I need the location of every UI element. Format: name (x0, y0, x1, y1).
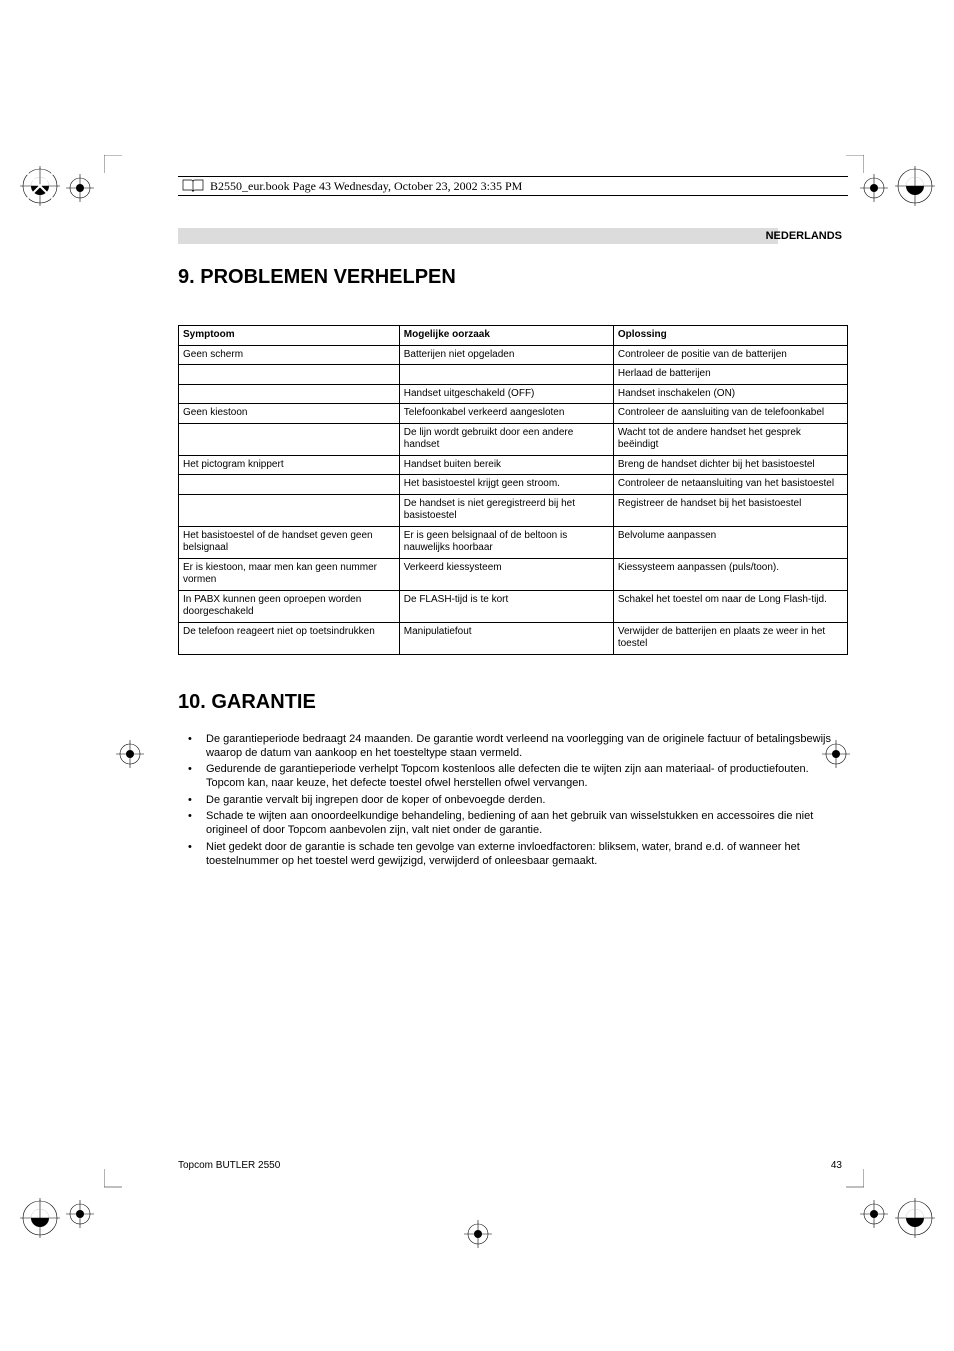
table-cell: Verkeerd kiessysteem (399, 558, 613, 590)
table-cell: In PABX kunnen geen oproepen worden door… (179, 590, 400, 622)
table-cell: Wacht tot de andere handset het gesprek … (613, 423, 847, 455)
table-cell: De FLASH-tijd is te kort (399, 590, 613, 622)
table-cell (399, 365, 613, 385)
table-cell (179, 384, 400, 404)
table-cell: Controleer de positie van de batterijen (613, 345, 847, 365)
table-cell: Controleer de aansluiting van de telefoo… (613, 404, 847, 424)
table-cell: Handset uitgeschakeld (OFF) (399, 384, 613, 404)
table-row: Het basistoestel of de handset geven gee… (179, 526, 848, 558)
table-cell: Schakel het toestel om naar de Long Flas… (613, 590, 847, 622)
table-row: De lijn wordt gebruikt door een andere h… (179, 423, 848, 455)
register-mark-icon (66, 174, 94, 202)
table-row: De telefoon reageert niet op toetsindruk… (179, 622, 848, 654)
table-cell: Het pictogram knippert (179, 455, 400, 475)
list-item: Niet gedekt door de garantie is schade t… (206, 840, 848, 869)
table-cell: Registreer de handset bij het basistoest… (613, 494, 847, 526)
table-row: Er is kiestoon, maar men kan geen nummer… (179, 558, 848, 590)
language-band (178, 228, 778, 244)
warranty-list: De garantieperiode bedraagt 24 maanden. … (178, 732, 848, 869)
list-item: Gedurende de garantieperiode verhelpt To… (206, 762, 848, 791)
crop-mark-icon (895, 1198, 935, 1238)
crop-mark-icon (895, 166, 935, 206)
table-cell (179, 423, 400, 455)
table-row: In PABX kunnen geen oproepen worden door… (179, 590, 848, 622)
table-cell (179, 365, 400, 385)
table-row: Het basistoestel krijgt geen stroom.Cont… (179, 475, 848, 495)
language-label: NEDERLANDS (766, 228, 842, 244)
troubleshoot-table: Symptoom Mogelijke oorzaak Oplossing Gee… (178, 325, 848, 655)
table-cell: Breng de handset dichter bij het basisto… (613, 455, 847, 475)
table-cell: De telefoon reageert niet op toetsindruk… (179, 622, 400, 654)
list-item: Schade te wijten aan onoordeelkundige be… (206, 809, 848, 838)
list-item: De garantieperiode bedraagt 24 maanden. … (206, 732, 848, 761)
table-cell: Telefoonkabel verkeerd aangesloten (399, 404, 613, 424)
table-cell: Batterijen niet opgeladen (399, 345, 613, 365)
table-cell: Er is kiestoon, maar men kan geen nummer… (179, 558, 400, 590)
table-row: Herlaad de batterijen (179, 365, 848, 385)
print-header: B2550_eur.book Page 43 Wednesday, Octobe… (178, 176, 848, 196)
table-cell: Het basistoestel krijgt geen stroom. (399, 475, 613, 495)
register-mark-icon (66, 1200, 94, 1228)
print-header-text: B2550_eur.book Page 43 Wednesday, Octobe… (210, 179, 522, 194)
register-mark-icon (860, 174, 888, 202)
table-row: Het pictogram knippertHandset buiten ber… (179, 455, 848, 475)
table-cell: Er is geen belsignaal of de beltoon is n… (399, 526, 613, 558)
register-mark-icon (464, 1220, 492, 1248)
table-cell: Belvolume aanpassen (613, 526, 847, 558)
table-cell: Manipulatiefout (399, 622, 613, 654)
table-cell: Kiessysteem aanpassen (puls/toon). (613, 558, 847, 590)
table-row: Handset uitgeschakeld (OFF)Handset insch… (179, 384, 848, 404)
table-row: De handset is niet geregistreerd bij het… (179, 494, 848, 526)
section-troubleshoot-title: 9. PROBLEMEN VERHELPEN (178, 266, 848, 289)
list-item: De garantie vervalt bij ingrepen door de… (206, 793, 848, 807)
table-cell: De handset is niet geregistreerd bij het… (399, 494, 613, 526)
table-cell (179, 475, 400, 495)
table-cell: De lijn wordt gebruikt door een andere h… (399, 423, 613, 455)
th-symptoom: Symptoom (179, 326, 400, 346)
table-cell: Geen kiestoon (179, 404, 400, 424)
table-cell: Verwijder de batterijen en plaats ze wee… (613, 622, 847, 654)
table-cell: Het basistoestel of de handset geven gee… (179, 526, 400, 558)
crop-mark-icon (20, 1198, 60, 1238)
table-cell: Handset buiten bereik (399, 455, 613, 475)
table-cell: Herlaad de batterijen (613, 365, 847, 385)
table-cell: Geen scherm (179, 345, 400, 365)
table-cell (179, 494, 400, 526)
th-oorzaak: Mogelijke oorzaak (399, 326, 613, 346)
table-cell: Controleer de netaansluiting van het bas… (613, 475, 847, 495)
footer-product: Topcom BUTLER 2550 (178, 1160, 280, 1171)
book-icon (182, 179, 204, 193)
crop-mark-icon (20, 166, 60, 206)
section-warranty-title: 10. GARANTIE (178, 691, 848, 714)
th-oplossing: Oplossing (613, 326, 847, 346)
table-row: Geen kiestoonTelefoonkabel verkeerd aang… (179, 404, 848, 424)
register-mark-icon (860, 1200, 888, 1228)
table-row: Geen schermBatterijen niet opgeladenCont… (179, 345, 848, 365)
page-content: 9. PROBLEMEN VERHELPEN Symptoom Mogelijk… (178, 256, 848, 870)
table-cell: Handset inschakelen (ON) (613, 384, 847, 404)
footer-page-number: 43 (831, 1160, 842, 1171)
